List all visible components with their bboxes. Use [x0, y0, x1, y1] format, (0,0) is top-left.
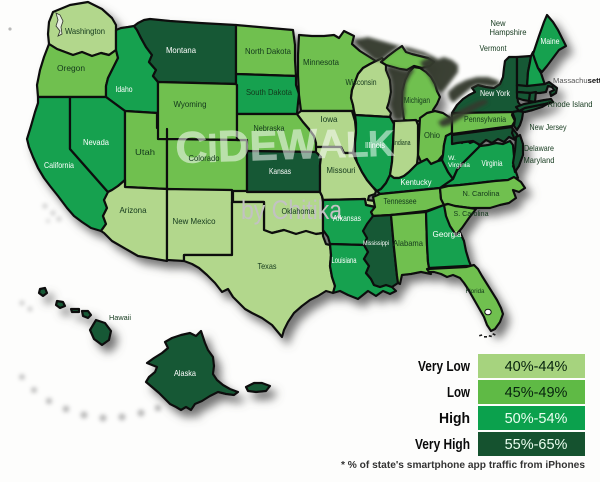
- svg-text:Very Low: Very Low: [418, 359, 471, 375]
- svg-text:Louisiana: Louisiana: [332, 256, 357, 265]
- svg-text:Vermont: Vermont: [480, 44, 508, 53]
- svg-text:Rhode Island: Rhode Island: [548, 100, 593, 109]
- svg-text:Hawaii: Hawaii: [109, 313, 131, 322]
- svg-text:California: California: [44, 161, 74, 170]
- svg-text:Delaware: Delaware: [524, 144, 554, 153]
- svg-text:Texas: Texas: [258, 262, 277, 271]
- svg-text:Washington: Washington: [65, 27, 105, 36]
- svg-text:Florida: Florida: [466, 288, 485, 295]
- svg-text:Nevada: Nevada: [83, 138, 109, 147]
- svg-text:S. Carolina: S. Carolina: [454, 209, 490, 218]
- svg-text:Colorado: Colorado: [189, 154, 220, 163]
- svg-text:Virginia: Virginia: [448, 162, 470, 169]
- svg-text:Maine: Maine: [541, 37, 560, 46]
- svg-text:South Dakota: South Dakota: [246, 88, 292, 97]
- svg-text:N. Carolina: N. Carolina: [463, 189, 501, 198]
- svg-text:North Dakota: North Dakota: [245, 47, 291, 56]
- svg-text:Oregon: Oregon: [57, 64, 85, 73]
- svg-text:Utah: Utah: [135, 148, 156, 157]
- svg-text:Nebraska: Nebraska: [254, 124, 285, 133]
- svg-text:High: High: [439, 411, 470, 427]
- svg-text:Alaska: Alaska: [174, 369, 196, 378]
- svg-text:Low: Low: [447, 385, 471, 401]
- svg-text:Indiana: Indiana: [394, 138, 412, 147]
- svg-text:New: New: [491, 19, 506, 28]
- svg-text:Georgia: Georgia: [433, 230, 462, 239]
- svg-text:45%-49%: 45%-49%: [505, 385, 568, 401]
- svg-text:Massachusetts: Massachusetts: [553, 76, 600, 85]
- svg-text:New York: New York: [480, 89, 511, 98]
- svg-text:Kansas: Kansas: [269, 167, 291, 176]
- svg-text:40%-44%: 40%-44%: [505, 359, 568, 375]
- svg-text:CiDEWALK: CiDEWALK: [175, 116, 395, 173]
- svg-text:Hampshire: Hampshire: [490, 28, 527, 37]
- svg-text:Oklahoma: Oklahoma: [282, 207, 315, 216]
- svg-text:Wisconsin: Wisconsin: [346, 78, 377, 87]
- svg-text:* % of state's smartphone app: * % of state's smartphone app traffic fr…: [341, 459, 585, 471]
- svg-text:by Chitika: by Chitika: [241, 195, 343, 225]
- svg-text:Very High: Very High: [415, 437, 470, 453]
- svg-text:Wyoming: Wyoming: [174, 100, 207, 109]
- svg-text:Pennsylvania: Pennsylvania: [464, 115, 506, 124]
- svg-text:Michigan: Michigan: [404, 96, 430, 105]
- svg-text:Virginia: Virginia: [482, 159, 503, 168]
- svg-text:Illinois: Illinois: [365, 141, 385, 150]
- svg-text:Alabama: Alabama: [393, 239, 423, 248]
- svg-text:Ohio: Ohio: [424, 131, 440, 140]
- svg-text:Kentucky: Kentucky: [401, 178, 433, 187]
- svg-text:Missouri: Missouri: [327, 166, 356, 175]
- svg-text:Mississippi: Mississippi: [363, 240, 389, 247]
- svg-text:Arkansas: Arkansas: [333, 214, 361, 223]
- svg-text:Maryland: Maryland: [524, 156, 555, 165]
- svg-text:Montana: Montana: [166, 46, 196, 55]
- svg-text:50%-54%: 50%-54%: [505, 411, 568, 427]
- svg-text:New Mexico: New Mexico: [173, 217, 216, 226]
- svg-text:Iowa: Iowa: [321, 115, 339, 124]
- svg-text:Tennessee: Tennessee: [384, 197, 417, 206]
- svg-text:Arizona: Arizona: [120, 206, 147, 215]
- svg-text:W.: W.: [448, 155, 456, 162]
- svg-text:Idaho: Idaho: [116, 85, 133, 94]
- svg-text:Minnesota: Minnesota: [303, 58, 339, 67]
- svg-text:55%-65%: 55%-65%: [505, 437, 568, 453]
- svg-text:New Jersey: New Jersey: [530, 123, 568, 132]
